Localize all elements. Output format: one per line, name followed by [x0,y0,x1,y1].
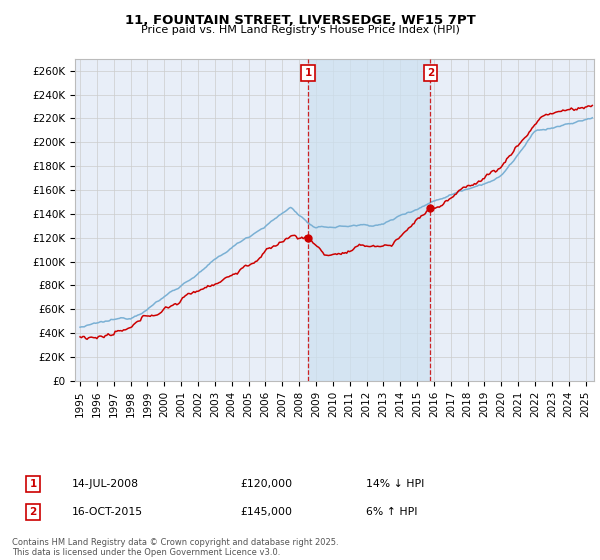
Text: 2: 2 [427,68,434,78]
Text: 14-JUL-2008: 14-JUL-2008 [72,479,139,489]
Text: 1: 1 [29,479,37,489]
Text: 11, FOUNTAIN STREET, LIVERSEDGE, WF15 7PT: 11, FOUNTAIN STREET, LIVERSEDGE, WF15 7P… [125,14,475,27]
Text: 16-OCT-2015: 16-OCT-2015 [72,507,143,517]
Text: £145,000: £145,000 [240,507,292,517]
Bar [308,59,430,381]
Text: Contains HM Land Registry data © Crown copyright and database right 2025.
This d: Contains HM Land Registry data © Crown c… [12,538,338,557]
Text: £120,000: £120,000 [240,479,292,489]
Text: 1: 1 [305,68,312,78]
Text: 14% ↓ HPI: 14% ↓ HPI [366,479,424,489]
Text: 2: 2 [29,507,37,517]
Text: 6% ↑ HPI: 6% ↑ HPI [366,507,418,517]
Text: Price paid vs. HM Land Registry's House Price Index (HPI): Price paid vs. HM Land Registry's House … [140,25,460,35]
